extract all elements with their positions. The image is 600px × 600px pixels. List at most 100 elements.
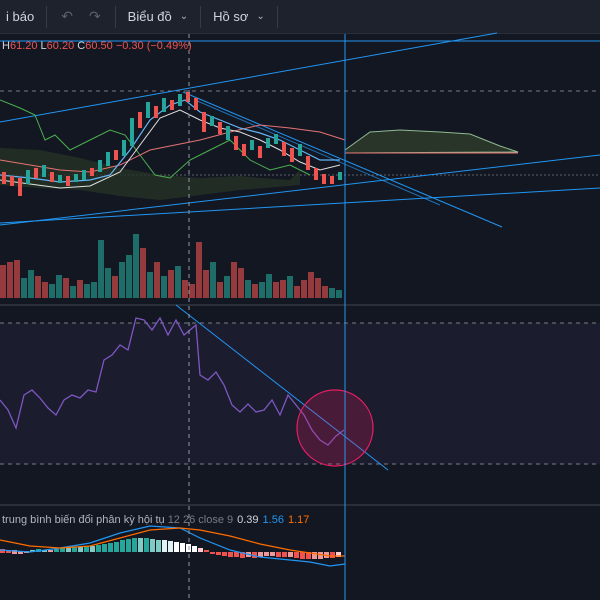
histogram-bar — [12, 550, 17, 554]
descending-trendline-2 — [194, 99, 441, 206]
volume-bar — [196, 242, 202, 298]
histogram-bar — [156, 540, 161, 552]
candle — [42, 165, 46, 177]
candle — [242, 144, 246, 156]
candle — [74, 174, 78, 182]
volume-bar — [28, 270, 34, 298]
volume-bar — [147, 272, 153, 298]
close-key: C — [77, 40, 86, 52]
low-value: 60.20 — [46, 40, 75, 52]
volume-bar — [21, 278, 27, 298]
volume-bar — [329, 288, 335, 298]
high-key: H — [2, 40, 10, 52]
signal-line — [0, 527, 345, 557]
candle — [58, 175, 62, 183]
candle — [98, 160, 102, 172]
histogram-bar — [174, 542, 179, 552]
histogram-bar — [198, 548, 203, 552]
candle — [154, 106, 158, 118]
undo-icon[interactable]: ↶ — [61, 8, 73, 24]
macd-value-3: 1.17 — [287, 514, 310, 526]
histogram-bar — [210, 552, 215, 554]
histogram-bar — [204, 550, 209, 552]
volume-bar — [7, 262, 13, 298]
candle — [322, 174, 326, 184]
candle — [282, 142, 286, 156]
volume-bar — [77, 280, 83, 298]
candle — [34, 168, 38, 178]
candle — [314, 168, 318, 180]
close-value: 60.50 — [85, 40, 113, 52]
rsi-band-background — [0, 323, 600, 464]
histogram-bar — [126, 539, 131, 552]
volume-bar — [49, 284, 55, 298]
candle — [338, 172, 342, 180]
candle — [266, 138, 270, 148]
candle — [218, 122, 222, 134]
moving-average-red — [0, 124, 346, 173]
volume-bar — [91, 282, 97, 298]
histogram-bar — [30, 550, 35, 552]
volume-bar — [119, 262, 125, 298]
macd-value-2: 1.56 — [262, 514, 284, 526]
volume-bar — [112, 276, 118, 298]
volume-bar — [63, 278, 69, 298]
macd-indicator-name: trung bình biến đổi phân kỳ hội tụ — [2, 514, 165, 526]
histogram-bar — [60, 548, 65, 552]
volume-bar — [161, 276, 167, 298]
candlesticks — [2, 92, 342, 196]
alert-button[interactable]: i báo — [0, 0, 40, 34]
histogram-bar — [48, 550, 53, 552]
histogram-bar — [162, 540, 167, 552]
volume-bar — [308, 272, 314, 298]
candle — [66, 176, 70, 186]
volume-bar — [14, 260, 20, 298]
descending-trendline — [182, 91, 503, 228]
candle — [194, 98, 198, 110]
candle — [330, 176, 334, 184]
histogram-bar — [54, 549, 59, 552]
volume-bar — [273, 282, 279, 298]
candle — [130, 118, 134, 146]
volume-bar — [217, 282, 223, 298]
top-toolbar: i báo ↶ ↷ Biểu đồ ⌄ Hồ sơ ⌄ — [0, 0, 600, 34]
candle — [306, 156, 310, 170]
low-key: L — [40, 40, 47, 52]
volume-bar — [175, 266, 181, 298]
volume-bar — [252, 284, 258, 298]
chart-menu-button[interactable]: Biểu đồ ⌄ — [122, 0, 194, 34]
histogram-bar — [102, 544, 107, 552]
candle — [18, 178, 22, 196]
histogram-bar — [120, 540, 125, 552]
horizontal-support-line — [0, 187, 600, 224]
volume-bar — [210, 262, 216, 298]
volume-bar — [294, 286, 300, 298]
macd-params: 12 26 close 9 — [167, 514, 234, 526]
histogram-bar — [270, 552, 275, 556]
candle — [186, 92, 190, 102]
volume-bar — [266, 274, 272, 298]
histogram-bar — [168, 541, 173, 552]
redo-icon[interactable]: ↷ — [88, 8, 101, 24]
histogram-bar — [288, 552, 293, 557]
chart-menu-label: Biểu đồ — [127, 9, 172, 24]
histogram-bar — [240, 552, 245, 558]
macd-legend[interactable]: trung bình biến đổi phân kỳ hội tụ 12 26 … — [2, 514, 309, 526]
histogram-bar — [264, 552, 269, 556]
histogram-bar — [252, 552, 257, 558]
highlight-circle — [296, 389, 374, 467]
histogram-bar — [294, 552, 299, 558]
profile-menu-button[interactable]: Hồ sơ ⌄ — [207, 0, 271, 34]
toolbar-divider — [200, 5, 202, 28]
candle — [162, 98, 166, 112]
volume-bar — [133, 234, 139, 298]
volume-bar — [35, 276, 41, 298]
histogram-bar — [150, 539, 155, 552]
candle — [26, 170, 30, 184]
histogram-bar — [336, 552, 341, 557]
histogram-bar — [144, 538, 149, 552]
candle — [82, 170, 86, 180]
candle — [234, 136, 238, 150]
candle — [2, 172, 6, 184]
